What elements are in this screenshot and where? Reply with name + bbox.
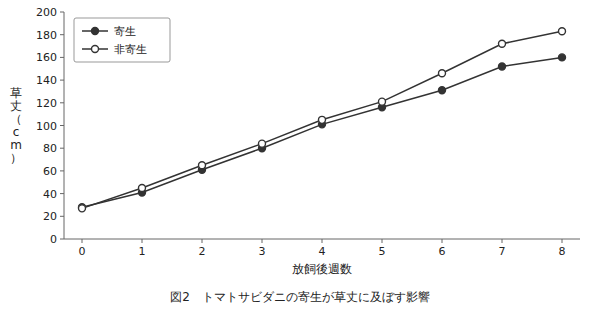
y-tick-label: 60 xyxy=(43,165,57,178)
x-tick xyxy=(382,239,383,243)
axes: 012345678020406080100120140160180200 xyxy=(36,6,580,258)
point xyxy=(319,116,326,123)
x-tick xyxy=(502,239,503,243)
x-tick xyxy=(562,239,563,243)
x-tick-label: 8 xyxy=(559,245,566,258)
y-axis-label: 草丈（cm） xyxy=(10,86,22,165)
point xyxy=(439,70,446,77)
point xyxy=(559,54,566,61)
y-tick xyxy=(60,148,64,149)
point xyxy=(259,140,266,147)
x-tick-label: 1 xyxy=(139,245,146,258)
point xyxy=(499,63,506,70)
x-tick xyxy=(322,239,323,243)
y-tick-label: 0 xyxy=(50,233,57,246)
x-tick xyxy=(262,239,263,243)
x-tick xyxy=(142,239,143,243)
point xyxy=(499,40,506,47)
legend-box xyxy=(74,18,170,62)
y-tick xyxy=(60,102,64,103)
y-tick xyxy=(60,170,64,171)
point xyxy=(439,87,446,94)
y-tick-label: 200 xyxy=(36,6,57,19)
legend-label: 非寄生 xyxy=(114,43,147,56)
point xyxy=(79,205,86,212)
y-tick xyxy=(60,125,64,126)
y-tick-label: 40 xyxy=(43,188,57,201)
legend-marker xyxy=(92,28,99,35)
x-tick-label: 4 xyxy=(319,245,326,258)
y-tick xyxy=(60,12,64,13)
point xyxy=(379,98,386,105)
y-tick xyxy=(60,80,64,81)
point xyxy=(559,28,566,35)
x-tick-label: 3 xyxy=(259,245,266,258)
point xyxy=(139,184,146,191)
x-tick-label: 0 xyxy=(79,245,86,258)
series-line xyxy=(82,57,562,207)
y-tick-label: 180 xyxy=(36,29,57,42)
y-tick xyxy=(60,193,64,194)
y-tick-label: 80 xyxy=(43,142,57,155)
y-tick-label: 140 xyxy=(36,74,57,87)
title: 図2 トマトサビダニの寄生が草丈に及ぼす影響 xyxy=(170,290,430,304)
x-tick-label: 2 xyxy=(199,245,206,258)
point xyxy=(199,162,206,169)
chart: 012345678020406080100120140160180200放飼後週… xyxy=(0,0,600,311)
legend-marker xyxy=(92,46,99,53)
y-tick xyxy=(60,34,64,35)
legend-label: 寄生 xyxy=(114,25,136,38)
y-tick xyxy=(60,57,64,58)
x-tick xyxy=(202,239,203,243)
y-tick-label: 120 xyxy=(36,97,57,110)
x-tick xyxy=(442,239,443,243)
x-tick-label: 5 xyxy=(379,245,386,258)
y-tick xyxy=(60,216,64,217)
y-tick-label: 20 xyxy=(43,210,57,223)
y-tick xyxy=(60,239,64,240)
x-axis-label: 放飼後週数 xyxy=(292,262,352,276)
legend: 寄生非寄生 xyxy=(74,18,170,62)
x-tick xyxy=(82,239,83,243)
x-tick-label: 7 xyxy=(499,245,506,258)
y-tick-label: 100 xyxy=(36,120,57,133)
x-tick-label: 6 xyxy=(439,245,446,258)
y-tick-label: 160 xyxy=(36,51,57,64)
